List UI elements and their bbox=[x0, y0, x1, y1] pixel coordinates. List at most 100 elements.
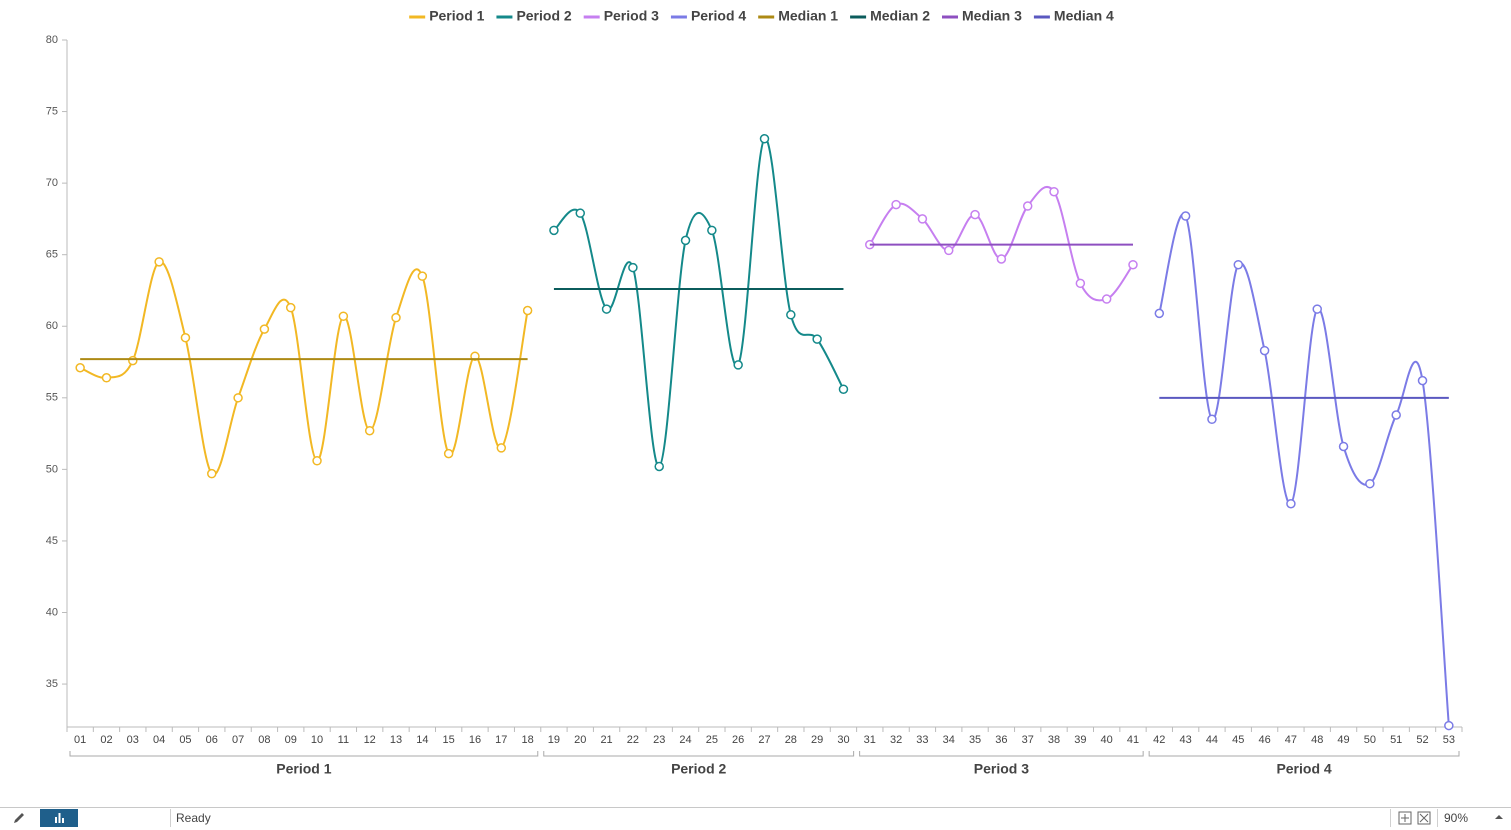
group-bracket bbox=[1148, 751, 1460, 757]
point-marker bbox=[1417, 375, 1428, 386]
point-marker bbox=[285, 302, 296, 313]
point-marker bbox=[575, 208, 586, 218]
x-tick-label: 51 bbox=[1390, 734, 1402, 746]
point-marker bbox=[943, 245, 954, 256]
point-marker bbox=[1233, 259, 1244, 270]
legend-label: Period 2 bbox=[516, 8, 571, 24]
group-label: Period 3 bbox=[974, 761, 1029, 777]
edit-view-button[interactable] bbox=[0, 809, 38, 827]
x-tick-label: 02 bbox=[100, 734, 112, 746]
x-tick-label: 14 bbox=[416, 734, 428, 746]
point-marker bbox=[601, 304, 612, 314]
point-marker bbox=[970, 209, 980, 220]
x-tick-label: 45 bbox=[1232, 734, 1244, 746]
chart-icon bbox=[55, 813, 64, 823]
point-marker bbox=[1049, 186, 1059, 197]
legend-label: Median 4 bbox=[1054, 8, 1114, 24]
point-marker bbox=[996, 254, 1007, 264]
y-tick-label: 55 bbox=[46, 392, 58, 404]
point-marker bbox=[1444, 720, 1454, 731]
point-marker bbox=[1154, 308, 1165, 319]
x-tick-label: 50 bbox=[1364, 734, 1376, 746]
point-marker bbox=[549, 225, 559, 236]
x-tick-label: 07 bbox=[232, 734, 244, 746]
x-tick-label: 21 bbox=[600, 734, 612, 746]
point-marker bbox=[417, 271, 428, 281]
x-tick-label: 40 bbox=[1101, 734, 1113, 746]
x-tick-label: 03 bbox=[127, 734, 139, 746]
point-marker bbox=[207, 468, 217, 479]
point-marker bbox=[1075, 278, 1086, 289]
x-tick-label: 01 bbox=[74, 734, 86, 746]
x-tick-label: 10 bbox=[311, 734, 323, 746]
point-marker bbox=[812, 334, 822, 344]
x-tick-label: 09 bbox=[285, 734, 297, 746]
scroll-up[interactable] bbox=[1494, 812, 1504, 822]
edit-icon bbox=[14, 813, 24, 823]
point-marker bbox=[154, 257, 164, 267]
x-tick-label: 42 bbox=[1153, 734, 1165, 746]
x-tick-label: 13 bbox=[390, 734, 402, 746]
x-tick-label: 43 bbox=[1180, 734, 1192, 746]
zoom-level[interactable]: 90% bbox=[1444, 811, 1469, 825]
y-tick-label: 40 bbox=[46, 606, 58, 618]
point-marker bbox=[1286, 498, 1296, 509]
separator bbox=[1390, 809, 1391, 827]
fit-icons[interactable] bbox=[1397, 810, 1433, 826]
x-tick-label: 32 bbox=[890, 734, 902, 746]
point-marker bbox=[364, 425, 375, 436]
point-marker bbox=[1259, 345, 1270, 356]
legend-label: Period 1 bbox=[429, 8, 484, 24]
x-tick-label: 26 bbox=[732, 734, 744, 746]
y-tick-label: 50 bbox=[46, 463, 58, 475]
series-line bbox=[79, 260, 529, 476]
point-marker bbox=[1128, 259, 1138, 270]
legend-label: Period 4 bbox=[691, 8, 746, 24]
point-marker bbox=[628, 262, 638, 273]
legend-label: Median 1 bbox=[778, 8, 838, 24]
legend: Period 1 Period 2 Period 3 Period 4 Median 1… bbox=[409, 8, 1114, 24]
separator bbox=[170, 809, 171, 827]
point-marker bbox=[128, 355, 138, 366]
x-tick-label: 46 bbox=[1258, 734, 1270, 746]
x-tick-label: 44 bbox=[1206, 734, 1218, 746]
point-marker bbox=[75, 363, 85, 373]
point-marker bbox=[1022, 201, 1033, 211]
separator bbox=[1437, 809, 1438, 827]
x-tick-label: 16 bbox=[469, 734, 481, 746]
x-tick-label: 12 bbox=[364, 734, 376, 746]
y-tick-label: 75 bbox=[46, 105, 58, 117]
point-marker bbox=[733, 360, 743, 370]
point-marker bbox=[707, 225, 717, 236]
x-tick-label: 25 bbox=[706, 734, 718, 746]
point-marker bbox=[259, 324, 270, 334]
y-tick-label: 45 bbox=[46, 535, 58, 547]
x-tick-label: 08 bbox=[258, 734, 270, 746]
point-marker bbox=[1391, 410, 1401, 420]
point-marker bbox=[1338, 441, 1349, 452]
y-tick-label: 80 bbox=[46, 34, 58, 46]
x-tick-label: 52 bbox=[1416, 734, 1428, 746]
x-tick-label: 36 bbox=[995, 734, 1007, 746]
x-tick-label: 34 bbox=[943, 734, 955, 746]
point-marker bbox=[759, 134, 770, 144]
legend-label: Median 3 bbox=[962, 8, 1022, 24]
x-tick-label: 30 bbox=[837, 734, 849, 746]
point-marker bbox=[180, 332, 191, 343]
x-tick-label: 47 bbox=[1285, 734, 1297, 746]
point-marker bbox=[680, 235, 691, 246]
x-tick-label: 18 bbox=[521, 734, 533, 746]
group-bracket bbox=[69, 751, 539, 757]
group-label: Period 1 bbox=[276, 761, 331, 777]
point-marker bbox=[1101, 294, 1112, 304]
chart-view-button[interactable] bbox=[40, 809, 78, 827]
group-bracket bbox=[859, 751, 1144, 757]
y-tick-label: 60 bbox=[46, 320, 58, 332]
x-tick-label: 38 bbox=[1048, 734, 1060, 746]
x-tick-label: 29 bbox=[811, 734, 823, 746]
x-tick-label: 17 bbox=[495, 734, 507, 746]
point-marker bbox=[1312, 304, 1322, 314]
x-tick-label: 11 bbox=[338, 734, 349, 746]
point-marker bbox=[654, 461, 664, 472]
point-marker bbox=[1365, 478, 1375, 489]
